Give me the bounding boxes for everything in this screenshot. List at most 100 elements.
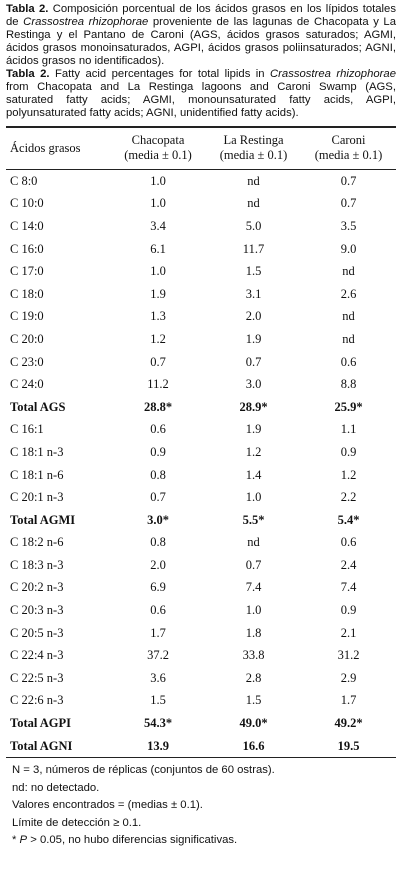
table-cell: 2.6	[340, 286, 357, 301]
caption-text: from Chacopata and La Restinga lagoons a…	[6, 81, 396, 119]
column-header: Ácidos grasos	[6, 127, 110, 170]
row-label: C 22:6 n-3	[10, 693, 64, 708]
species-name: Crassostrea rhizophorae	[23, 16, 149, 28]
caption-english: Tabla 2. Fatty acid percentages for tota…	[6, 68, 396, 120]
table-row: C 22:4 n-3 37.2 33.8 31.2	[6, 644, 396, 667]
table-cell: 6.1	[150, 241, 166, 256]
table-cell: 0.6	[340, 354, 357, 369]
row-label: C 10:0	[10, 196, 44, 211]
column-header: La Restinga (media ± 0.1)	[206, 127, 301, 170]
species-name: Crassostrea rhizophorae	[270, 68, 396, 80]
footnote-symbol: P	[19, 834, 28, 847]
table-cell: 7.4	[245, 580, 262, 595]
table-cell: 49.0*	[239, 716, 268, 731]
row-label: C 20:3 n-3	[10, 603, 64, 618]
table-row: C 23:0 0.7 0.7 0.6	[6, 351, 396, 374]
table-cell: 6.9	[150, 580, 166, 595]
table-cell: 2.0	[150, 557, 166, 572]
table-cell: nd	[342, 309, 355, 324]
total-row: Total AGNI 13.9 16.6 19.5	[6, 735, 396, 758]
table-cell: 1.7	[340, 693, 357, 708]
row-label: C 23:0	[10, 354, 44, 369]
table-cell: 37.2	[147, 648, 169, 663]
table-cell: 0.6	[150, 603, 166, 618]
table-row: C 18:3 n-3 2.0 0.7 2.4	[6, 554, 396, 577]
table-cell: 0.8	[150, 535, 166, 550]
table-cell: 31.2	[337, 648, 360, 663]
table-cell: 0.7	[245, 354, 262, 369]
table-cell: 1.0	[245, 490, 262, 505]
table-row: C 20:0 1.2 1.9 nd	[6, 328, 396, 351]
table-cell: 0.9	[340, 603, 357, 618]
row-label: C 16:1	[10, 422, 44, 437]
table-cell: 0.7	[340, 196, 357, 211]
table-row: C 24:0 11.2 3.0 8.8	[6, 373, 396, 396]
footnote: Límite de detección ≥ 0.1.	[12, 816, 142, 829]
caption-text: proveniente de las lagunas de Chacopata …	[6, 16, 396, 67]
footnote-text: > 0.05, no hubo diferencias significativ…	[27, 834, 238, 847]
table-cell: 2.2	[340, 490, 357, 505]
row-label: C 18:1 n-6	[10, 467, 64, 482]
table-cell: 0.6	[340, 535, 357, 550]
table-cell: 1.5	[245, 693, 262, 708]
column-subtitle: (media ± 0.1)	[314, 148, 383, 162]
footnote: * P > 0.05, no hubo diferencias signific…	[12, 832, 396, 850]
caption-label: Tabla 2.	[6, 68, 50, 80]
footnote-marker: *	[12, 834, 20, 847]
table-cell: 1.0	[150, 196, 166, 211]
table-row: C 18:1 n-6 0.8 1.4 1.2	[6, 464, 396, 487]
row-label: C 22:5 n-3	[10, 670, 64, 685]
table-cell: 49.2*	[334, 716, 363, 731]
table-cell: 2.1	[340, 625, 357, 640]
table-row: C 8:0 1.0 nd 0.7	[6, 170, 396, 193]
table-row: C 17:0 1.0 1.5 nd	[6, 260, 396, 283]
row-label: Total AGNI	[10, 738, 73, 753]
table-cell: 1.3	[150, 309, 166, 324]
table-cell: 1.2	[150, 331, 166, 346]
table-row: C 16:1 0.6 1.9 1.1	[6, 419, 396, 442]
table-row: C 22:5 n-3 3.6 2.8 2.9	[6, 667, 396, 690]
column-header: Chacopata (media ± 0.1)	[110, 127, 206, 170]
table-cell: 1.2	[245, 444, 262, 459]
table-cell: 2.4	[340, 557, 357, 572]
row-label: C 20:5 n-3	[10, 625, 64, 640]
table-row: C 16:0 6.1 11.7 9.0	[6, 238, 396, 261]
table-cell: 3.0*	[147, 512, 169, 527]
table-cell: 2.8	[245, 670, 262, 685]
row-label: C 20:2 n-3	[10, 580, 64, 595]
table-cell: 5.5*	[242, 512, 265, 527]
total-row: Total AGPI 54.3* 49.0* 49.2*	[6, 712, 396, 735]
row-label: Total AGMI	[10, 512, 76, 527]
table-cell: 3.6	[150, 670, 166, 685]
column-name: Ácidos grasos	[10, 141, 81, 155]
table-cell: 0.7	[340, 173, 357, 188]
table-cell: 1.2	[340, 467, 357, 482]
table-cell: 1.5	[150, 693, 166, 708]
table-header: Ácidos grasos Chacopata (media ± 0.1) La Re…	[6, 127, 396, 170]
table-cell: 8.8	[340, 377, 357, 392]
table-cell: 0.7	[245, 557, 262, 572]
table-row: C 20:3 n-3 0.6 1.0 0.9	[6, 599, 396, 622]
table-cell: 5.4*	[337, 512, 360, 527]
table-cell: 0.7	[150, 354, 166, 369]
table-cell: 25.9*	[334, 399, 363, 414]
fatty-acid-table: Ácidos grasos Chacopata (media ± 0.1) La Re…	[6, 126, 396, 758]
row-label: C 24:0	[10, 377, 44, 392]
table-row: C 20:1 n-3 0.7 1.0 2.2	[6, 486, 396, 509]
table-cell: 5.0	[245, 218, 262, 233]
table-row: C 18:0 1.9 3.1 2.6	[6, 283, 396, 306]
row-label: C 16:0	[10, 241, 44, 256]
column-subtitle: (media ± 0.1)	[219, 148, 288, 162]
row-label: C 8:0	[10, 173, 38, 188]
table-cell: 1.9	[245, 422, 262, 437]
table-cell: nd	[247, 196, 260, 211]
footnote: nd: no detectado.	[12, 781, 100, 794]
table-cell: 1.8	[245, 625, 262, 640]
table-cell: 28.9*	[239, 399, 268, 414]
table-cell: 1.4	[245, 467, 262, 482]
column-name: Caroni	[331, 133, 366, 147]
total-row: Total AGS 28.8* 28.9* 25.9*	[6, 396, 396, 419]
table-row: C 18:1 n-3 0.9 1.2 0.9	[6, 441, 396, 464]
table-cell: 0.6	[150, 422, 166, 437]
